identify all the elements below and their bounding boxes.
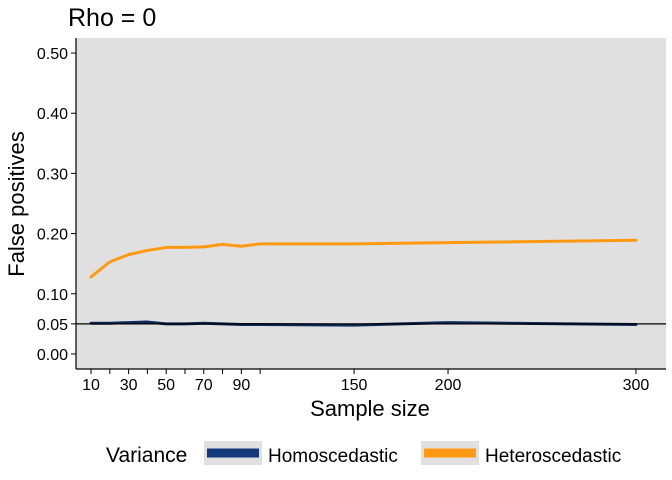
series-line-heteroscedastic	[89, 238, 638, 279]
plot-panel	[76, 38, 666, 369]
x-tick-label: 150	[341, 377, 368, 394]
x-tick-label: 10	[82, 377, 100, 394]
y-axis-ticks: 0.00 0.05 0.10 0.20 0.30 0.40 0.50	[37, 46, 76, 364]
legend-label-heteroscedastic: Heteroscedastic	[485, 446, 621, 467]
x-axis-label: Sample size	[310, 396, 430, 421]
y-tick-label: 0.50	[37, 46, 68, 63]
y-tick-label: 0.05	[37, 317, 68, 334]
y-tick-label: 0.40	[37, 106, 68, 123]
x-tick-label: 30	[120, 377, 138, 394]
x-tick-label: 200	[435, 377, 462, 394]
x-tick-label: 50	[157, 377, 175, 394]
chart-title: Rho = 0	[68, 4, 156, 32]
x-tick-label: 300	[623, 377, 650, 394]
x-tick-label: 70	[195, 377, 213, 394]
y-tick-label: 0.00	[37, 347, 68, 364]
legend-label-homoscedastic: Homoscedastic	[268, 446, 398, 467]
x-axis-ticks: 10 30 50 70 90 150 200 300	[82, 369, 649, 394]
y-tick-label: 0.10	[37, 287, 68, 304]
legend: Variance Homoscedastic Heteroscedastic	[106, 441, 621, 467]
legend-title: Variance	[106, 444, 187, 467]
y-axis-label: False positives	[4, 131, 29, 277]
y-tick-label: 0.20	[37, 227, 68, 244]
x-tick-label: 90	[232, 377, 250, 394]
y-tick-label: 0.30	[37, 166, 68, 183]
